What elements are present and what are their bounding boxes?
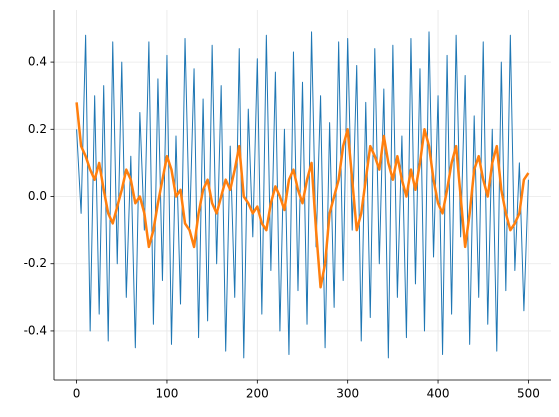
x-tick-label: 100 — [156, 387, 179, 401]
x-tick-label: 200 — [246, 387, 269, 401]
x-tick-label: 500 — [517, 387, 540, 401]
y-tick-label: 0.4 — [28, 55, 47, 69]
x-tick-label: 400 — [427, 387, 450, 401]
y-tick-label: 0.2 — [28, 122, 47, 136]
x-tick-label: 0 — [73, 387, 81, 401]
y-tick-label: 0.0 — [28, 189, 47, 203]
series-line — [76, 31, 529, 359]
series-line — [75, 102, 530, 289]
y-tick-label: -0.2 — [24, 256, 47, 270]
y-tick-label: -0.4 — [24, 323, 47, 337]
x-tick-label: 300 — [336, 387, 359, 401]
